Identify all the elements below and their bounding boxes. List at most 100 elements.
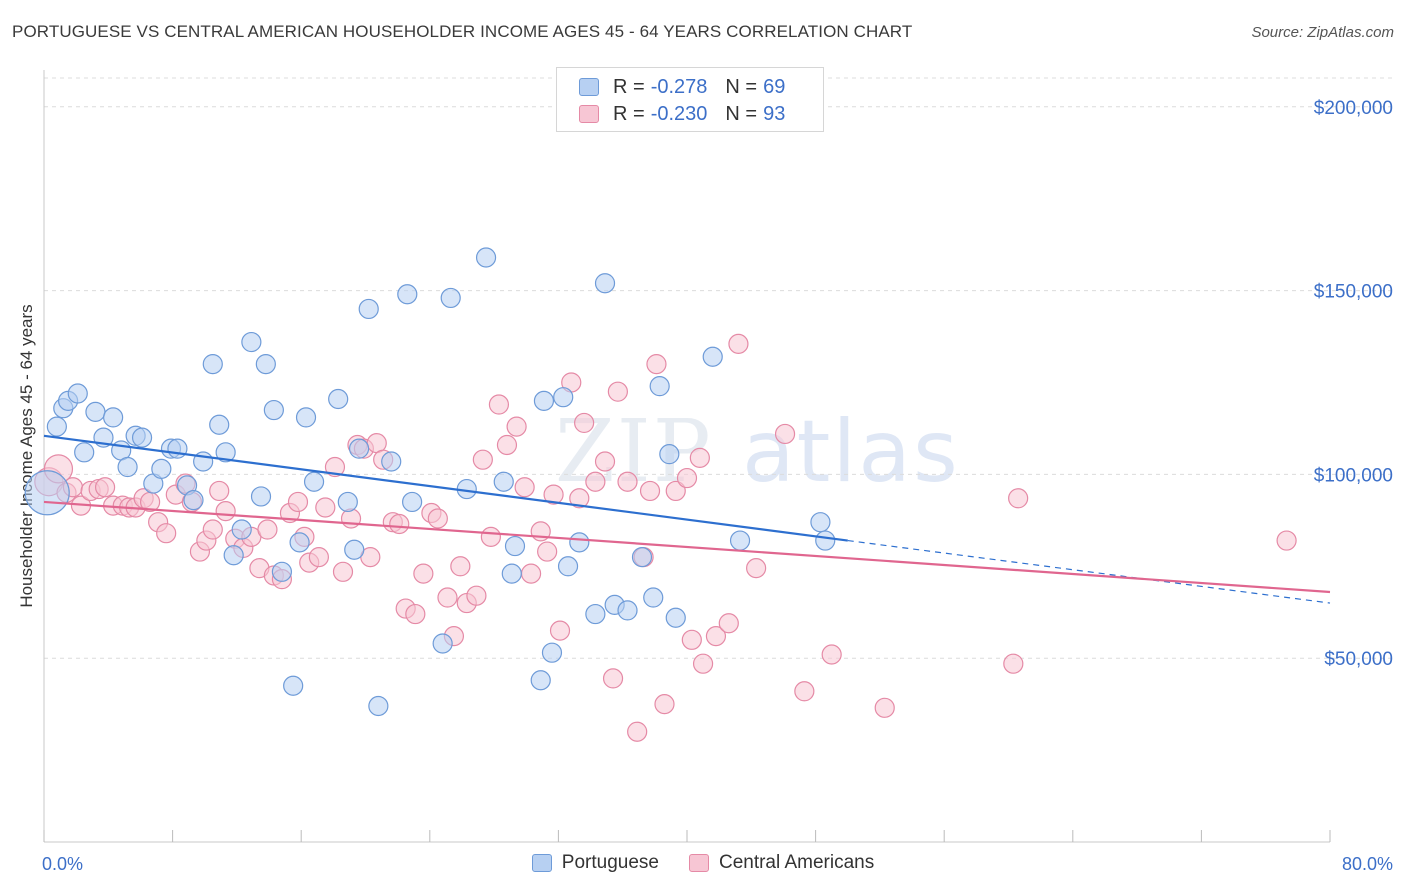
point-central [202, 519, 223, 540]
point-central [94, 477, 116, 498]
x-tick-label: 80.0% [1342, 854, 1393, 874]
point-portuguese [432, 633, 453, 654]
point-portuguese [665, 607, 686, 628]
point-central [287, 491, 309, 513]
point-portuguese [202, 353, 223, 375]
legend-n-value: 69 [763, 75, 786, 98]
point-central [1003, 653, 1024, 674]
point-portuguese [271, 561, 293, 582]
series-legend-central[interactable]: Central Americans [688, 852, 875, 874]
legend-swatch-portuguese [579, 78, 599, 96]
point-central [257, 519, 278, 540]
point-central [450, 556, 471, 577]
point-portuguese [815, 530, 836, 551]
point-portuguese [631, 546, 653, 568]
series-swatch-central [688, 854, 709, 872]
point-portuguese [368, 695, 389, 717]
point-portuguese [501, 563, 522, 584]
point-central [514, 477, 535, 498]
point-portuguese [381, 451, 402, 472]
point-portuguese [504, 535, 526, 557]
point-central [746, 558, 767, 579]
point-central [427, 508, 448, 529]
point-portuguese [131, 427, 153, 448]
point-portuguese [209, 414, 230, 435]
point-portuguese [541, 642, 563, 663]
point-portuguese [250, 486, 272, 507]
point-portuguese [183, 490, 204, 511]
series-label-central: Central Americans [718, 852, 875, 873]
point-central [728, 333, 749, 354]
point-portuguese [493, 471, 514, 492]
point-portuguese [303, 471, 325, 492]
point-portuguese [117, 456, 138, 478]
point-portuguese [74, 442, 95, 463]
series-legend: Portuguese Central Americans [0, 852, 1406, 874]
point-central [324, 456, 346, 478]
point-portuguese [569, 532, 590, 553]
point-portuguese [167, 438, 188, 459]
x-tick-label: 0.0% [42, 854, 83, 874]
point-portuguese [702, 346, 723, 367]
series-label-portuguese: Portuguese [561, 852, 659, 873]
point-central [215, 501, 236, 522]
legend-swatch-central [579, 105, 599, 123]
point-central [480, 526, 501, 547]
chart-title: PORTUGUESE VS CENTRAL AMERICAN HOUSEHOLD… [12, 22, 913, 41]
point-central [315, 497, 336, 518]
point-portuguese [85, 401, 106, 422]
point-central [692, 653, 714, 674]
point-portuguese [348, 438, 370, 459]
point-central [607, 381, 628, 402]
point-central [794, 681, 815, 702]
trend-line-portuguese [43, 434, 848, 542]
point-central [340, 508, 362, 529]
point-portuguese [440, 287, 461, 309]
point-central [718, 613, 739, 634]
point-central [1008, 488, 1029, 509]
y-tick-label: $100,000 [1314, 465, 1393, 486]
legend-n-value: 93 [763, 102, 786, 125]
point-portuguese [617, 600, 638, 621]
legend-r-label: R = [613, 75, 645, 98]
point-central [594, 451, 616, 472]
point-portuguese [46, 416, 67, 437]
point-central [681, 629, 702, 650]
point-central [488, 394, 510, 415]
point-portuguese [585, 603, 606, 625]
point-central [332, 561, 354, 582]
legend-n-label: N = [725, 75, 758, 98]
point-portuguese [337, 491, 358, 513]
point-portuguese [530, 670, 551, 691]
point-portuguese [231, 519, 252, 540]
series-swatch-portuguese [531, 854, 552, 872]
point-central [537, 541, 558, 562]
point-central [574, 412, 595, 434]
point-central [705, 626, 727, 647]
legend-r-label: R = [613, 102, 645, 125]
point-central [543, 484, 564, 505]
point-portuguese [810, 512, 831, 533]
point-central [639, 480, 661, 502]
legend-r-value: -0.230 [650, 102, 708, 125]
point-portuguese [643, 587, 664, 608]
point-central [774, 423, 796, 445]
point-central [821, 644, 842, 665]
point-central [413, 563, 434, 584]
point-central [569, 488, 590, 509]
point-portuguese [402, 491, 423, 513]
trend-line-central [43, 500, 1331, 594]
series-legend-portuguese[interactable]: Portuguese [531, 852, 659, 874]
point-portuguese [475, 247, 497, 268]
point-central [466, 585, 487, 606]
point-portuguese [295, 407, 317, 428]
y-tick-label: $200,000 [1314, 98, 1393, 119]
y-tick-label: $150,000 [1314, 282, 1393, 303]
point-central [665, 480, 686, 502]
point-central [646, 353, 667, 375]
source-label: Source: ZipAtlas.com [1251, 24, 1394, 41]
legend-row-central: R = -0.230 N = 93 [579, 101, 785, 127]
point-portuguese [344, 539, 365, 560]
point-portuguese [103, 407, 124, 428]
